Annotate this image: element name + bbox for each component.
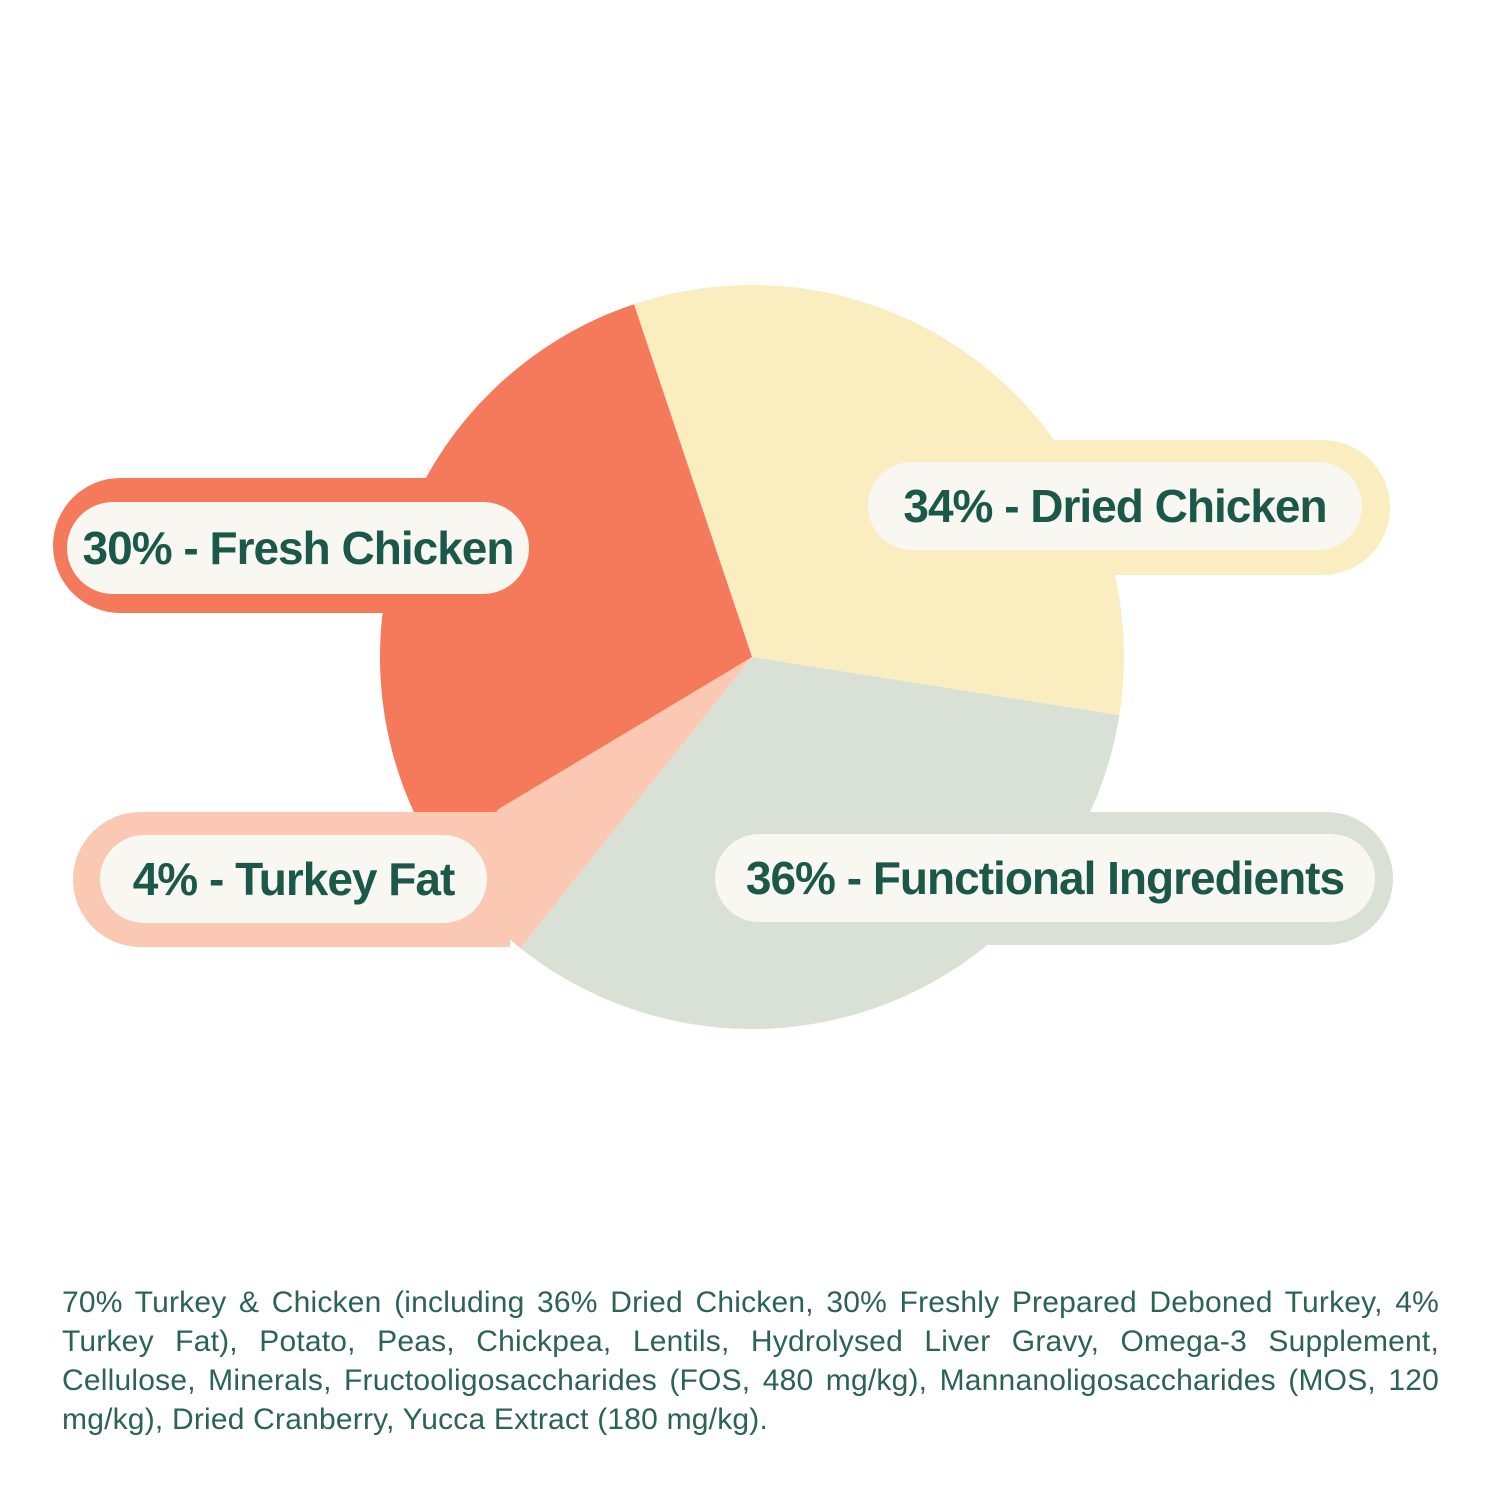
turkey-fat-callout-connector [497,657,752,948]
callout-fresh-chicken-label: 30% - Fresh Chicken [67,502,529,594]
callout-turkey-fat: 4% - Turkey Fat [73,812,510,947]
callout-turkey-fat-label: 4% - Turkey Fat [100,835,487,923]
callout-fresh-chicken: 30% - Fresh Chicken [53,478,598,613]
callout-functional-ingredients: 36% - Functional Ingredients [700,812,1393,945]
callout-dried-chicken: 34% - Dried Chicken [855,440,1390,575]
callout-functional-ingredients-label: 36% - Functional Ingredients [715,834,1375,922]
callout-dried-chicken-label: 34% - Dried Chicken [868,462,1362,550]
ingredients-declaration-text: 70% Turkey & Chicken (including 36% Drie… [62,1286,1439,1436]
